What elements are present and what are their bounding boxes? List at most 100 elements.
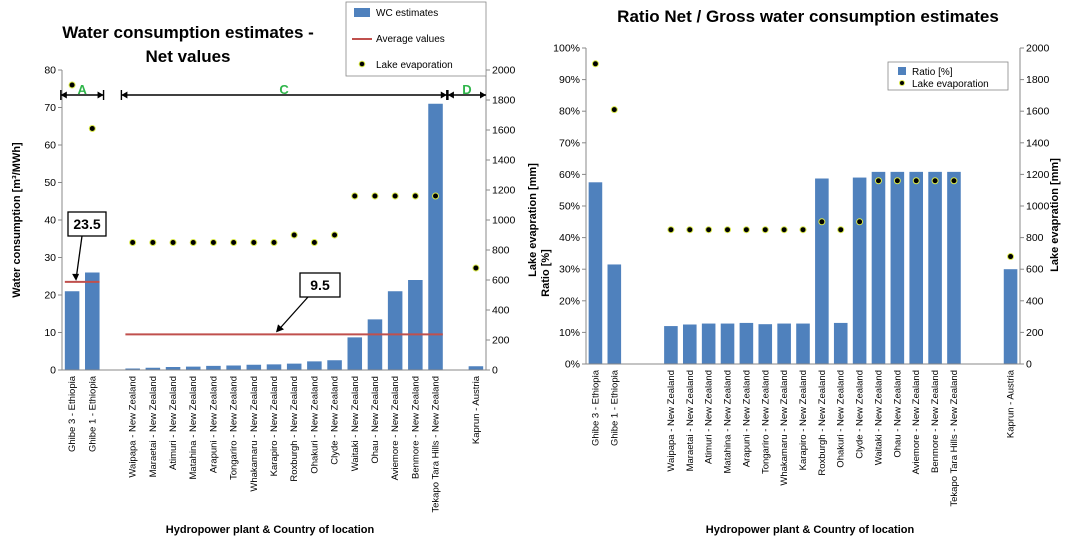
- c2-y-tick-4: 40%: [559, 232, 580, 244]
- c2-category-label-4: Waipapa - New Zealand: [666, 370, 677, 472]
- chart2-title: Ratio Net / Gross water consumption esti…: [617, 7, 999, 26]
- c1-evap-point-5: [170, 240, 176, 246]
- c1-y2-tick-1: 200: [492, 335, 510, 347]
- c2-y2-tick-6: 1200: [1026, 169, 1050, 181]
- group-label-C: C: [279, 82, 289, 97]
- c2-bar-18: [928, 172, 942, 364]
- c2-evap-point-7: [725, 227, 731, 233]
- c2-category-label-5: Maraetai - New Zealand: [685, 370, 696, 471]
- c1-category-label-0: Ghibe 3 - Ethiopia: [67, 375, 78, 452]
- legend-ratio-label: Ratio [%]: [912, 67, 953, 78]
- c2-evap-point-14: [857, 219, 863, 225]
- c1-y-tick-2: 20: [44, 290, 56, 302]
- c1-evap-point-11: [291, 232, 297, 238]
- c2-category-label-9: Tongariro - New Zealand: [760, 370, 771, 474]
- c2-bar-4: [664, 326, 678, 364]
- c2-evap-point-11: [800, 227, 806, 233]
- legend-wc-label: WC estimates: [376, 8, 438, 19]
- c2-y2-tick-9: 1800: [1026, 74, 1050, 86]
- c1-evap-point-4: [150, 240, 156, 246]
- c2-y-tick-3: 30%: [559, 264, 580, 276]
- c2-bar-1: [608, 264, 622, 364]
- c2-evap-point-0: [592, 61, 598, 67]
- c1-category-label-5: Atimuri - New Zealand: [168, 376, 179, 470]
- c1-y2-tick-0: 0: [492, 365, 498, 377]
- c2-y-tick-7: 70%: [559, 137, 580, 149]
- c1-category-label-9: Whakamaru - New Zealand: [249, 376, 260, 492]
- c1-bar-18: [428, 104, 443, 370]
- c2-category-label-18: Benmore - New Zealand: [930, 370, 941, 473]
- c2-evap-point-16: [894, 178, 900, 184]
- c2-bar-10: [777, 324, 791, 364]
- c2-y2-tick-8: 1600: [1026, 106, 1050, 118]
- c1-category-label-15: Ohau - New Zealand: [370, 376, 381, 464]
- c2-y2-tick-7: 1400: [1026, 137, 1050, 149]
- legend-wc-swatch: [354, 8, 370, 17]
- c1-y-tick-6: 60: [44, 140, 56, 152]
- chart1-legend: WC estimates Average values Lake evapora…: [346, 2, 486, 76]
- c1-y2-tick-5: 1000: [492, 215, 516, 227]
- c1-evap-point-1: [89, 126, 95, 132]
- c1-category-label-18: Tekapo Tara Hills - New Zealand: [431, 376, 442, 513]
- c2-bar-19: [947, 172, 961, 364]
- c1-y2-tick-10: 2000: [492, 65, 516, 77]
- c2-y2-tick-5: 1000: [1026, 201, 1050, 213]
- c2-category-label-14: Clyde - New Zealand: [855, 370, 866, 459]
- c2-y-tick-6: 60%: [559, 169, 580, 181]
- c1-bar-17: [408, 280, 423, 370]
- c2-category-label-6: Atimuri - New Zealand: [704, 370, 715, 464]
- c2-evap-point-1: [611, 107, 617, 113]
- c1-y-tick-5: 50: [44, 177, 56, 189]
- c2-evap-point-10: [781, 227, 787, 233]
- c2-category-label-10: Whakamaru - New Zealand: [779, 370, 790, 486]
- c2-evap-point-18: [932, 178, 938, 184]
- c1-evap-point-0: [69, 82, 75, 88]
- c2-bar-12: [815, 179, 829, 364]
- chart1-y-axis-label: Water consumption [m³/MWh]: [11, 142, 23, 298]
- c1-category-label-16: Aviemore - New Zealand: [390, 376, 401, 480]
- c2-y-tick-5: 50%: [559, 201, 580, 213]
- c2-y2-tick-4: 800: [1026, 232, 1044, 244]
- c2-evap-point-17: [913, 178, 919, 184]
- c1-category-label-8: Tongariro - New Zealand: [229, 376, 240, 480]
- c2-category-label-16: Ohau - New Zealand: [892, 370, 903, 458]
- chart2-y-axis-label: Ratio [%]: [540, 249, 552, 297]
- c1-bar-9: [247, 365, 262, 370]
- legend-evap2-swatch: [900, 81, 905, 86]
- c2-category-label-7: Matahina - New Zealand: [723, 370, 734, 474]
- c2-evap-point-15: [875, 178, 881, 184]
- c1-evap-point-8: [231, 240, 237, 246]
- c2-category-label-11: Karapiro - New Zealand: [798, 370, 809, 470]
- c2-category-label-15: Waitaki - New Zealand: [873, 370, 884, 465]
- c2-y-tick-1: 10%: [559, 327, 580, 339]
- c1-category-label-12: Ohakuri - New Zealand: [309, 376, 320, 474]
- c2-y-tick-2: 20%: [559, 295, 580, 307]
- chart2-x-axis-label: Hydropower plant & Country of location: [706, 524, 915, 536]
- legend-evap-swatch: [359, 61, 365, 67]
- c1-y-tick-3: 30: [44, 252, 56, 264]
- c2-evap-point-6: [706, 227, 712, 233]
- c1-y2-tick-2: 400: [492, 305, 510, 317]
- c1-y2-tick-6: 1200: [492, 185, 516, 197]
- c2-y2-tick-2: 400: [1026, 295, 1044, 307]
- c2-y-tick-9: 90%: [559, 74, 580, 86]
- c1-evap-point-20: [473, 265, 479, 271]
- c2-evap-point-9: [762, 227, 768, 233]
- c2-y2-tick-1: 200: [1026, 327, 1044, 339]
- c2-evap-point-19: [951, 178, 957, 184]
- c2-evap-point-5: [687, 227, 693, 233]
- c2-category-label-22: Kaprun - Austria: [1006, 369, 1017, 438]
- c1-evap-point-9: [251, 240, 257, 246]
- chart2-legend: Ratio [%] Lake evaporation: [888, 62, 1008, 90]
- c1-bar-14: [347, 337, 362, 370]
- c1-category-label-13: Clyde - New Zealand: [330, 376, 341, 465]
- callout-label-avg-ethiopia: 23.5: [73, 216, 100, 232]
- c2-category-label-0: Ghibe 3 - Ethiopia: [590, 369, 601, 446]
- ratio-chart: Ratio Net / Gross water consumption esti…: [540, 7, 1061, 536]
- c2-y-tick-0: 0%: [565, 359, 580, 371]
- c2-category-label-8: Arapuni - New Zealand: [741, 370, 752, 467]
- c1-bar-6: [186, 367, 201, 370]
- net-values-chart: Water consumption estimates - Net values…: [11, 2, 539, 536]
- c2-category-label-17: Aviemore - New Zealand: [911, 370, 922, 474]
